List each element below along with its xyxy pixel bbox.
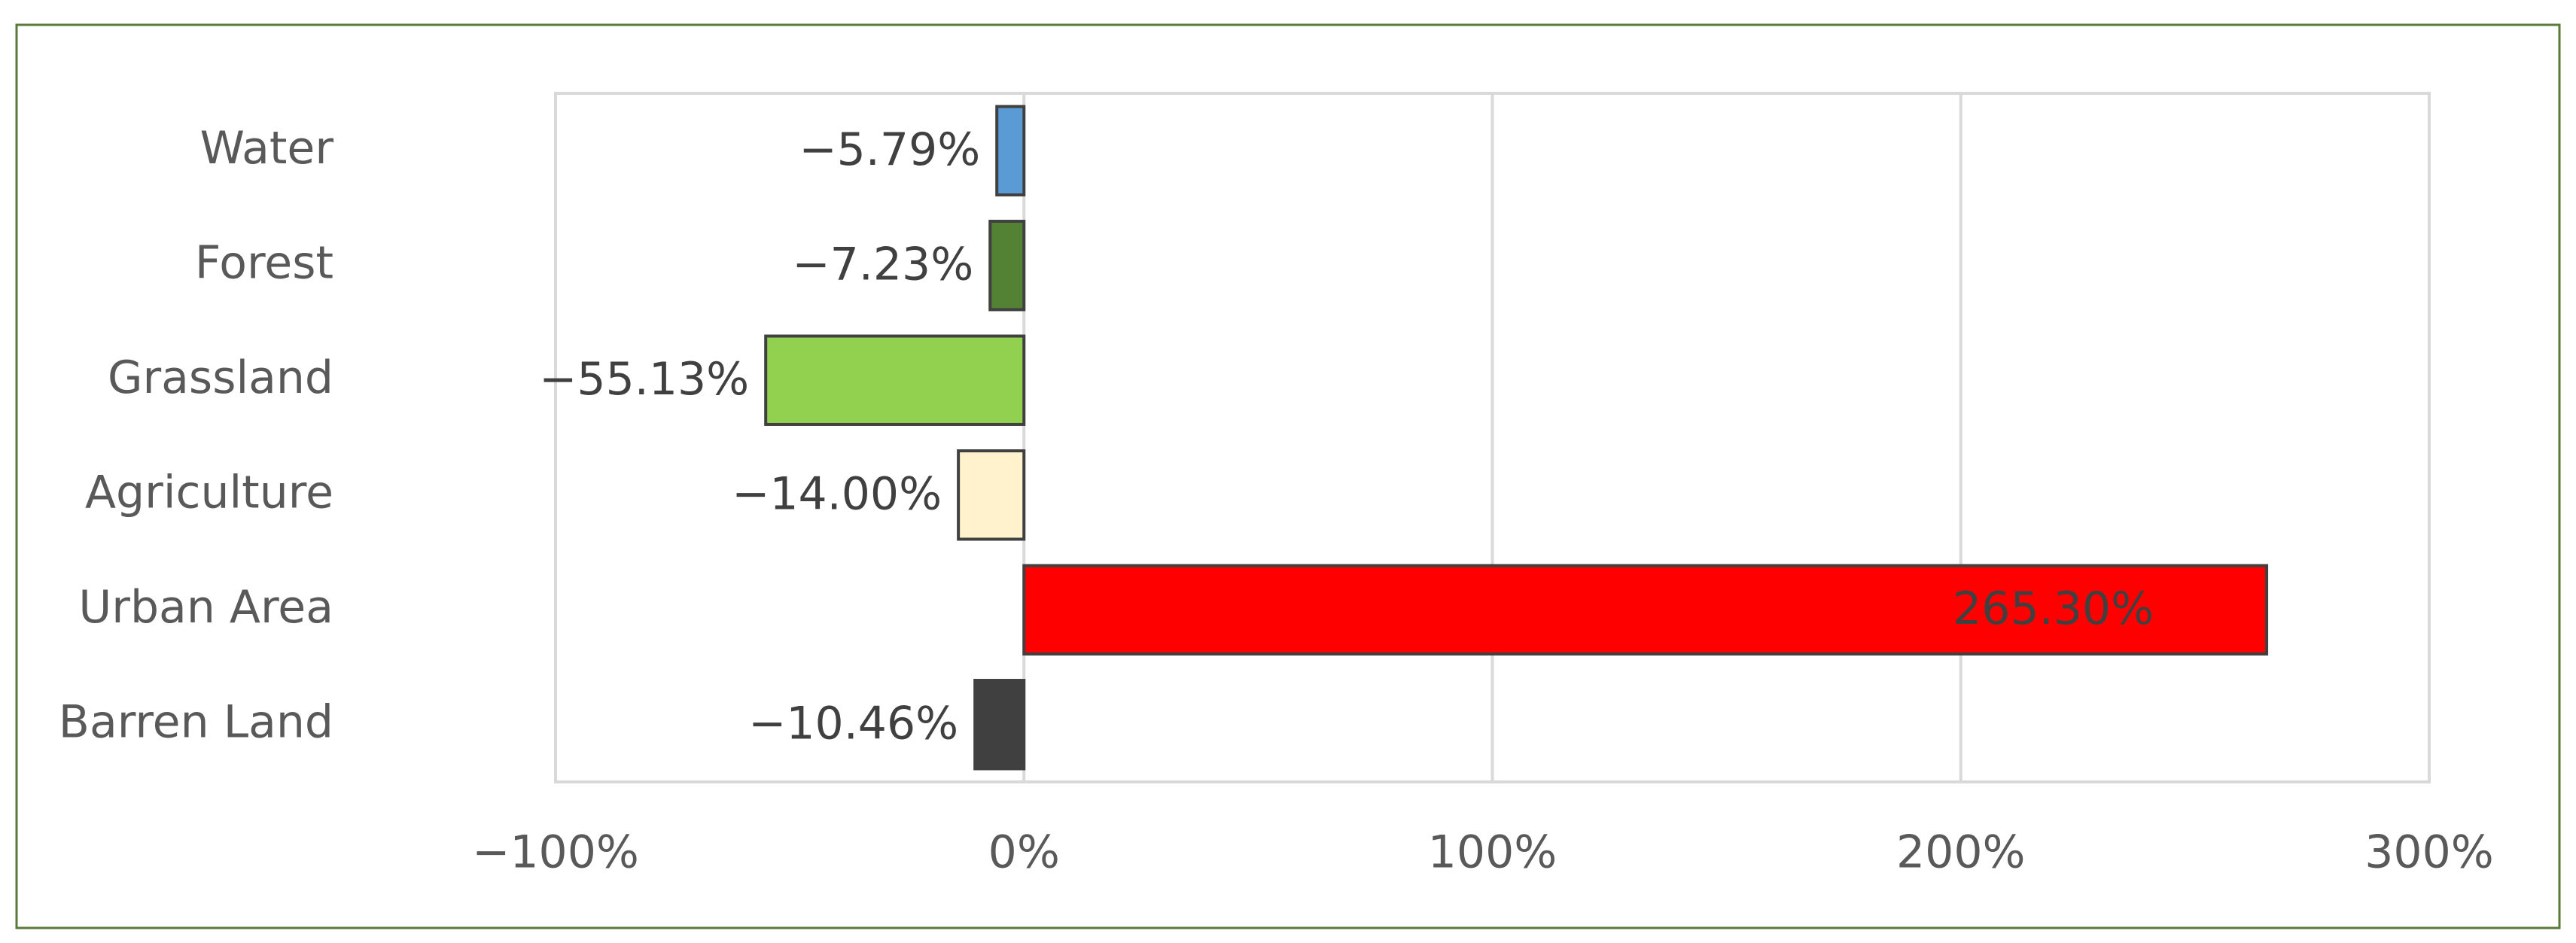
bar (995, 105, 1026, 196)
y-tick-label: Grassland (108, 351, 333, 404)
bar (988, 220, 1026, 312)
value-label: −55.13% (539, 353, 749, 406)
value-label: −7.23% (792, 238, 973, 291)
x-tick-label: −100% (472, 826, 639, 879)
x-tick-label: 0% (988, 826, 1060, 879)
x-tick-label: 100% (1428, 826, 1557, 879)
y-tick-label: Agriculture (85, 466, 333, 519)
value-label: 265.30% (1953, 583, 2154, 635)
chart-border (15, 23, 2561, 929)
y-tick-label: Urban Area (78, 581, 333, 634)
bar (957, 449, 1026, 541)
bar (973, 679, 1026, 771)
x-tick-label: 200% (1896, 826, 2026, 879)
bar (1022, 564, 2269, 656)
value-label: −10.46% (748, 697, 958, 750)
y-tick-label: Forest (195, 236, 333, 289)
y-tick-label: Water (200, 122, 334, 175)
value-label: −14.00% (732, 467, 942, 520)
x-tick-label: 300% (2364, 826, 2494, 879)
y-tick-label: Barren Land (59, 695, 333, 748)
value-label: −5.79% (799, 123, 980, 176)
bar (764, 334, 1026, 426)
